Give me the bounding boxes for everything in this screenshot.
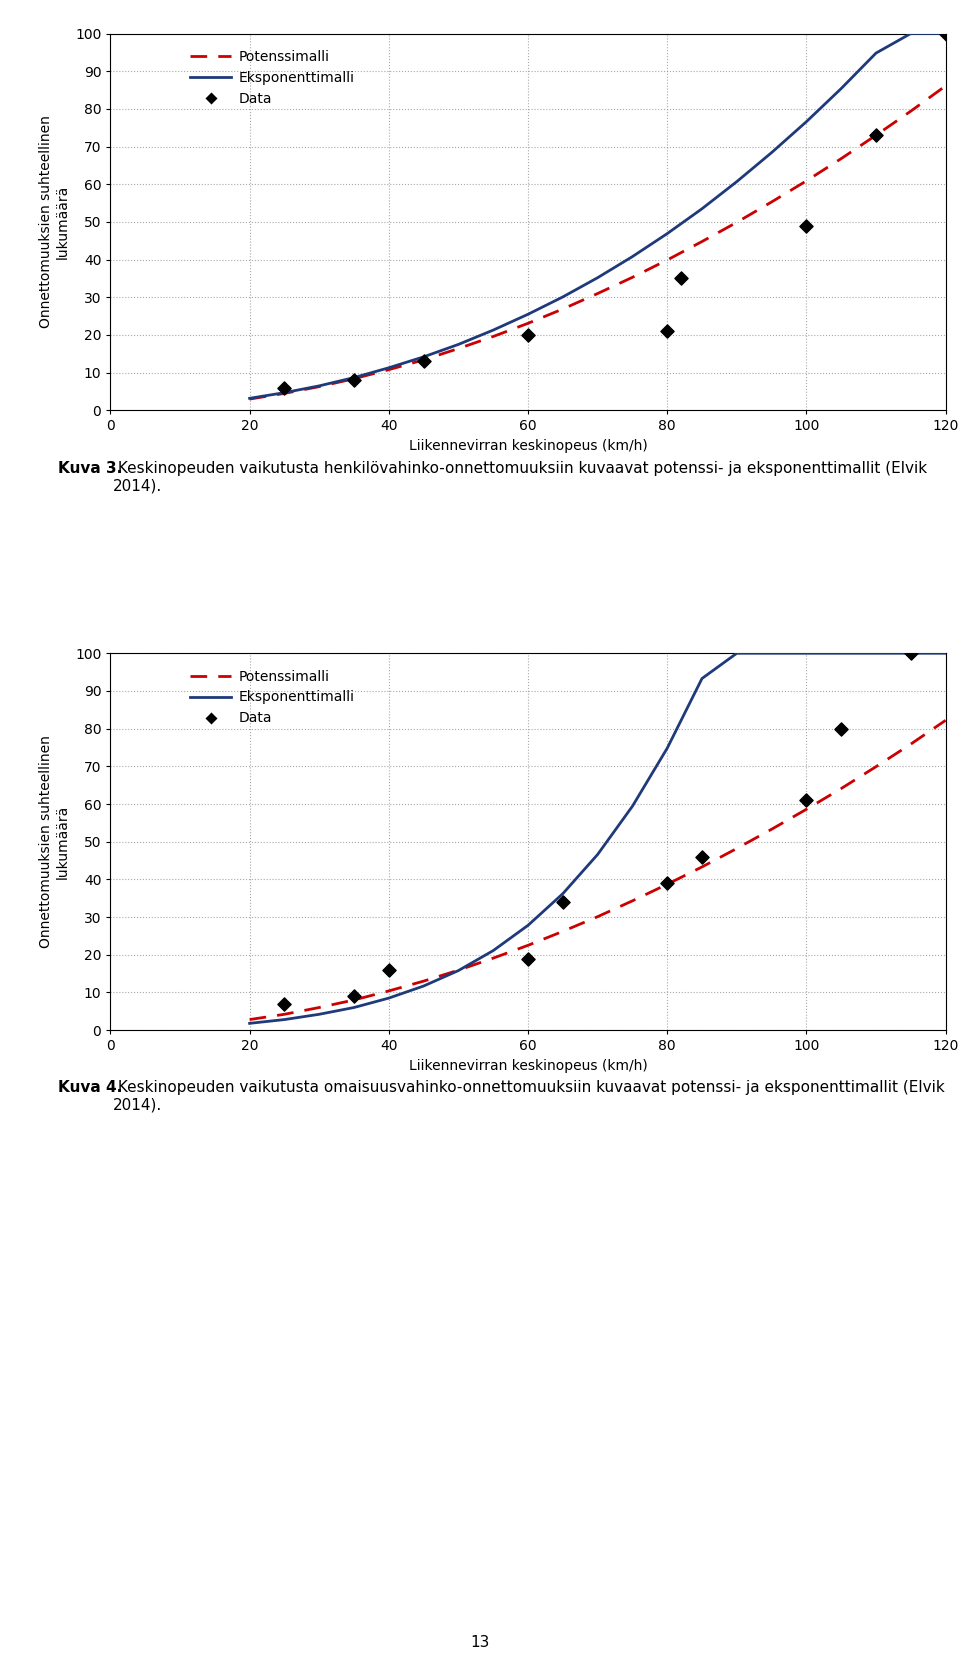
Legend: Potenssimalli, Eksponenttimalli, Data: Potenssimalli, Eksponenttimalli, Data <box>184 44 360 111</box>
Point <box>938 20 953 47</box>
Point <box>520 945 536 972</box>
Point <box>903 640 919 667</box>
X-axis label: Liikennevirran keskinopeus (km/h): Liikennevirran keskinopeus (km/h) <box>409 439 647 452</box>
Point <box>799 213 814 240</box>
Point <box>416 348 431 375</box>
Point <box>660 318 675 345</box>
Point <box>555 888 570 915</box>
Point <box>833 715 849 742</box>
Point <box>276 375 292 402</box>
Point <box>799 787 814 814</box>
Text: Keskinopeuden vaikutusta omaisuusvahinko-onnettomuuksiin kuvaavat potenssi- ja e: Keskinopeuden vaikutusta omaisuusvahinko… <box>113 1080 945 1112</box>
Text: Keskinopeuden vaikutusta henkilövahinko-onnettomuuksiin kuvaavat potenssi- ja ek: Keskinopeuden vaikutusta henkilövahinko-… <box>113 461 927 492</box>
Point <box>381 956 396 983</box>
Point <box>674 265 689 291</box>
Point <box>694 844 709 871</box>
Y-axis label: Onnettomuuksien suhteellinen
lukumäärä: Onnettomuuksien suhteellinen lukumäärä <box>39 735 69 948</box>
Point <box>660 869 675 896</box>
Point <box>347 367 362 394</box>
Text: 13: 13 <box>470 1635 490 1650</box>
Text: Kuva 3.: Kuva 3. <box>58 461 122 476</box>
Point <box>868 122 883 149</box>
Y-axis label: Onnettomuuksien suhteellinen
lukumäärä: Onnettomuuksien suhteellinen lukumäärä <box>39 116 69 328</box>
Text: Kuva 4.: Kuva 4. <box>58 1080 122 1095</box>
Point <box>347 983 362 1010</box>
X-axis label: Liikennevirran keskinopeus (km/h): Liikennevirran keskinopeus (km/h) <box>409 1059 647 1072</box>
Point <box>520 322 536 348</box>
Point <box>276 990 292 1017</box>
Legend: Potenssimalli, Eksponenttimalli, Data: Potenssimalli, Eksponenttimalli, Data <box>184 663 360 730</box>
